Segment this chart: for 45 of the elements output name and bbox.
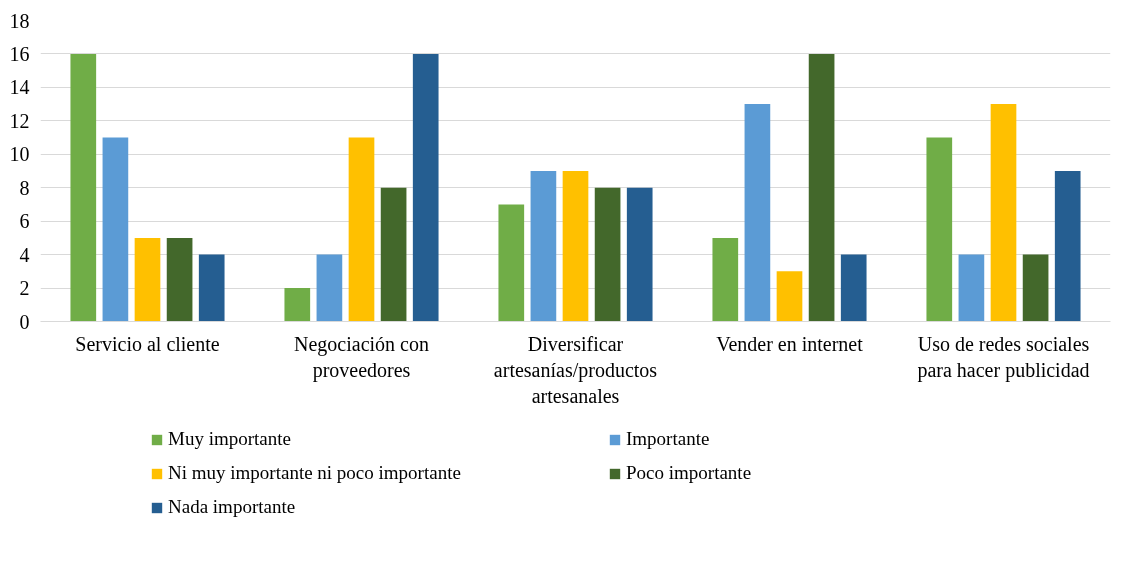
- y-tick-label: 8: [19, 176, 30, 199]
- bar: [776, 271, 803, 322]
- bar: [594, 187, 621, 322]
- y-tick-label: 0: [19, 310, 30, 333]
- y-tick-label: 10: [9, 143, 30, 166]
- bar: [134, 237, 161, 322]
- x-tick-label: Negociación con proveedores: [294, 332, 429, 382]
- x-tick-label: Uso de redes sociales para hacer publicidad: [917, 332, 1090, 382]
- bar: [530, 171, 557, 322]
- y-tick-label: 12: [9, 109, 30, 132]
- bar: [316, 254, 343, 322]
- y-tick-label: 14: [9, 76, 30, 99]
- bar: [284, 288, 311, 322]
- bar: [380, 187, 407, 322]
- legend-label: Importante: [626, 428, 711, 450]
- bar: [990, 104, 1017, 322]
- bar: [562, 171, 589, 322]
- y-tick-label: 16: [9, 42, 30, 65]
- bar: [102, 137, 129, 322]
- y-tick-label: 6: [19, 210, 30, 233]
- bar: [926, 137, 953, 322]
- bar: [166, 237, 193, 322]
- bar: [712, 237, 739, 322]
- legend-label: Muy importante: [168, 428, 292, 450]
- bar: [744, 104, 771, 322]
- x-tick-label: Servicio al cliente: [75, 332, 220, 355]
- y-tick-label: 18: [9, 9, 30, 32]
- bar: [808, 53, 835, 322]
- legend-label: Ni muy importante ni poco importante: [168, 462, 462, 484]
- bar: [958, 254, 985, 322]
- x-tick-label: Vender en internet: [716, 332, 864, 355]
- legend-label: Poco importante: [626, 462, 753, 484]
- bar: [70, 53, 97, 322]
- y-tick-label: 2: [19, 277, 30, 300]
- bar: [498, 204, 525, 322]
- x-tick-label: Diversificar artesanías/productos artesanales: [493, 332, 658, 408]
- bar: [348, 137, 375, 322]
- bar: [412, 53, 439, 322]
- bar: [198, 254, 225, 322]
- bar: [840, 254, 867, 322]
- bar: [1022, 254, 1049, 322]
- bar: [626, 187, 653, 322]
- legend-label: Nada importante: [168, 496, 297, 518]
- bar: [1054, 171, 1081, 322]
- y-tick-label: 4: [19, 243, 30, 266]
